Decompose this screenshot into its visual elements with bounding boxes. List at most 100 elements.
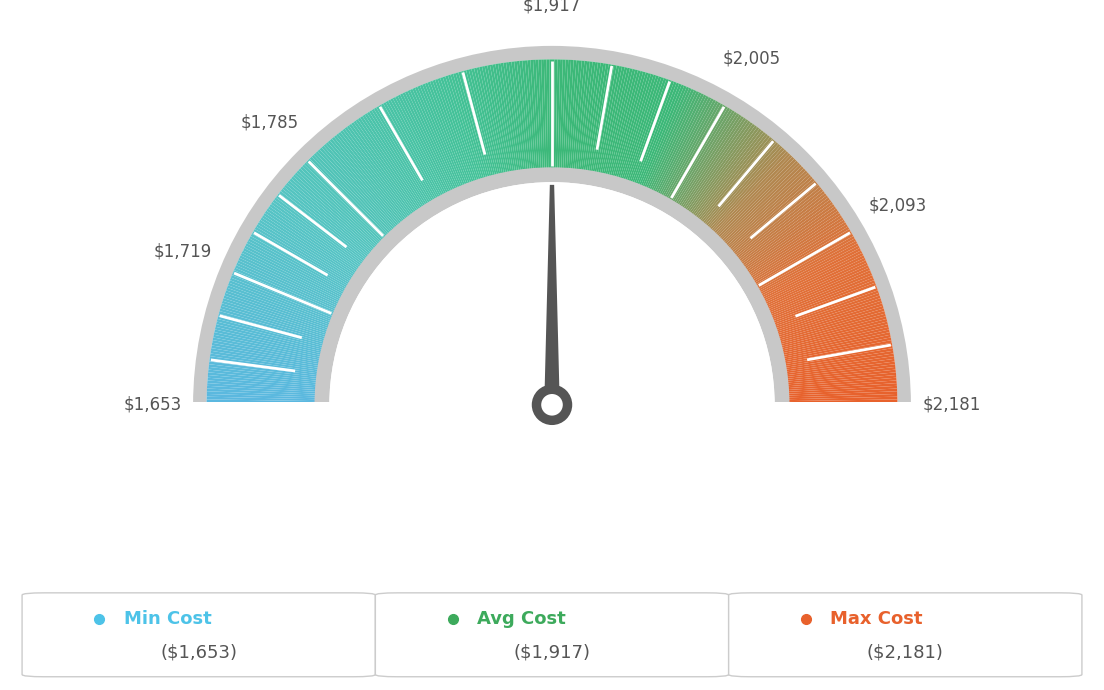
Wedge shape bbox=[227, 285, 342, 329]
Wedge shape bbox=[238, 258, 349, 311]
Wedge shape bbox=[776, 386, 898, 394]
Wedge shape bbox=[211, 346, 331, 368]
Wedge shape bbox=[654, 97, 711, 206]
Text: Max Cost: Max Cost bbox=[830, 610, 923, 628]
Wedge shape bbox=[420, 85, 468, 198]
Wedge shape bbox=[440, 77, 481, 193]
Wedge shape bbox=[210, 353, 330, 373]
Wedge shape bbox=[747, 236, 854, 297]
Wedge shape bbox=[433, 80, 476, 195]
Wedge shape bbox=[771, 329, 890, 357]
Wedge shape bbox=[730, 195, 828, 270]
Wedge shape bbox=[764, 293, 880, 334]
Wedge shape bbox=[208, 380, 329, 391]
Wedge shape bbox=[755, 258, 866, 311]
Wedge shape bbox=[709, 159, 796, 246]
Wedge shape bbox=[588, 64, 612, 184]
Wedge shape bbox=[664, 105, 725, 211]
Wedge shape bbox=[482, 66, 508, 186]
Wedge shape bbox=[245, 243, 354, 302]
Wedge shape bbox=[241, 253, 351, 308]
Wedge shape bbox=[243, 248, 352, 305]
Wedge shape bbox=[740, 215, 842, 284]
Wedge shape bbox=[629, 81, 675, 195]
Wedge shape bbox=[558, 59, 563, 181]
Wedge shape bbox=[216, 319, 335, 351]
Wedge shape bbox=[708, 157, 795, 245]
Wedge shape bbox=[251, 234, 358, 295]
Wedge shape bbox=[274, 197, 373, 272]
Wedge shape bbox=[776, 388, 898, 396]
Wedge shape bbox=[572, 61, 584, 181]
Wedge shape bbox=[242, 250, 352, 306]
Wedge shape bbox=[224, 293, 340, 334]
Wedge shape bbox=[280, 189, 378, 266]
Wedge shape bbox=[209, 362, 330, 379]
Wedge shape bbox=[555, 59, 560, 181]
Wedge shape bbox=[745, 231, 852, 294]
Wedge shape bbox=[498, 63, 519, 184]
Wedge shape bbox=[469, 69, 500, 188]
Wedge shape bbox=[771, 332, 890, 359]
Bar bbox=[107, 402, 997, 607]
Wedge shape bbox=[580, 62, 598, 183]
Wedge shape bbox=[643, 89, 694, 201]
Wedge shape bbox=[485, 66, 510, 185]
Wedge shape bbox=[744, 226, 849, 290]
Wedge shape bbox=[618, 75, 656, 191]
Wedge shape bbox=[760, 275, 873, 322]
Wedge shape bbox=[297, 170, 388, 254]
Wedge shape bbox=[774, 364, 895, 380]
Wedge shape bbox=[740, 217, 843, 285]
Wedge shape bbox=[403, 92, 457, 203]
Wedge shape bbox=[289, 179, 383, 259]
Text: Min Cost: Min Cost bbox=[124, 610, 211, 628]
Wedge shape bbox=[206, 386, 328, 394]
Wedge shape bbox=[252, 231, 359, 294]
Wedge shape bbox=[208, 383, 329, 393]
Wedge shape bbox=[450, 74, 488, 190]
Wedge shape bbox=[594, 66, 619, 185]
Wedge shape bbox=[622, 77, 661, 193]
Wedge shape bbox=[208, 375, 329, 387]
Wedge shape bbox=[631, 81, 677, 196]
Wedge shape bbox=[775, 383, 896, 393]
Wedge shape bbox=[479, 66, 507, 186]
Wedge shape bbox=[567, 60, 580, 181]
Wedge shape bbox=[230, 277, 343, 324]
Wedge shape bbox=[328, 140, 407, 235]
Wedge shape bbox=[750, 243, 859, 302]
Wedge shape bbox=[236, 263, 348, 314]
Polygon shape bbox=[544, 185, 560, 418]
Text: Avg Cost: Avg Cost bbox=[477, 610, 565, 628]
Wedge shape bbox=[652, 96, 709, 205]
Wedge shape bbox=[500, 63, 520, 184]
Wedge shape bbox=[332, 137, 411, 233]
Wedge shape bbox=[756, 263, 868, 314]
Wedge shape bbox=[429, 81, 475, 195]
Wedge shape bbox=[768, 314, 885, 347]
Wedge shape bbox=[699, 144, 781, 237]
Wedge shape bbox=[700, 146, 783, 238]
Wedge shape bbox=[250, 236, 357, 297]
Wedge shape bbox=[259, 219, 363, 286]
Wedge shape bbox=[628, 80, 671, 195]
Wedge shape bbox=[775, 375, 896, 387]
Wedge shape bbox=[235, 265, 347, 316]
Wedge shape bbox=[746, 234, 853, 295]
Wedge shape bbox=[342, 128, 417, 227]
Wedge shape bbox=[253, 229, 359, 293]
Wedge shape bbox=[217, 316, 336, 349]
Wedge shape bbox=[214, 329, 333, 357]
Wedge shape bbox=[208, 373, 329, 386]
Wedge shape bbox=[268, 206, 369, 277]
Wedge shape bbox=[591, 64, 614, 184]
Wedge shape bbox=[209, 367, 329, 382]
Wedge shape bbox=[564, 60, 574, 181]
Wedge shape bbox=[625, 78, 667, 193]
Wedge shape bbox=[773, 351, 893, 371]
Wedge shape bbox=[358, 117, 427, 219]
Wedge shape bbox=[208, 370, 329, 384]
Wedge shape bbox=[362, 115, 431, 217]
Wedge shape bbox=[385, 101, 446, 208]
